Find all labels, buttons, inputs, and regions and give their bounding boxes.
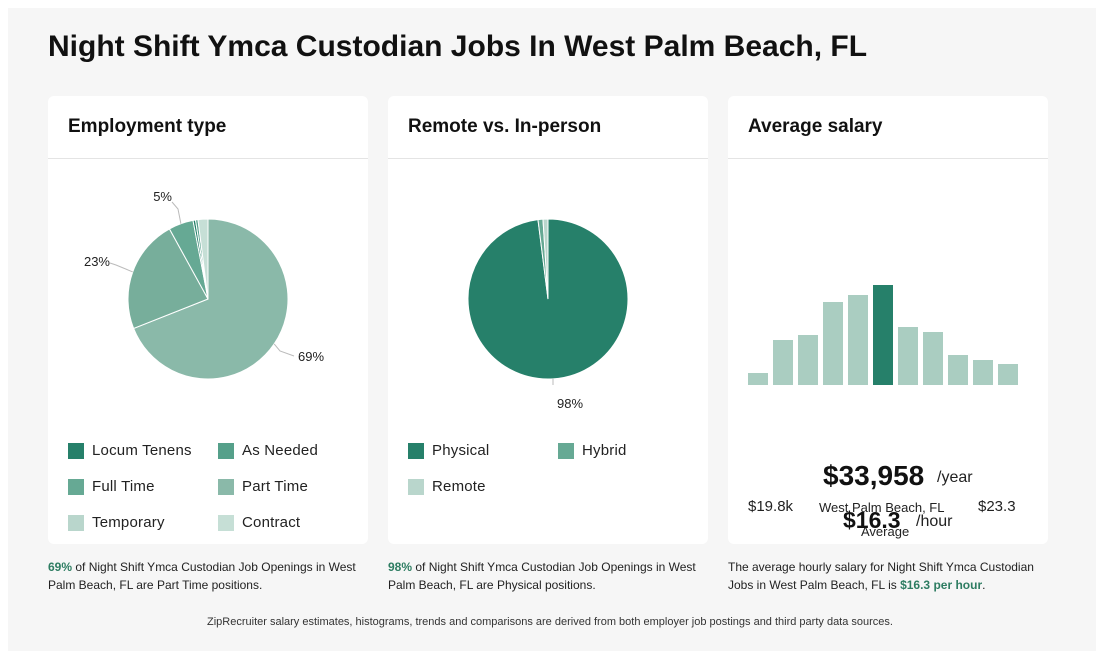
caption-highlight: $16.3 per hour: [900, 578, 983, 592]
caption-highlight: 69%: [48, 560, 73, 574]
employment-type-pie-chart: 69% 23% 5%: [84, 189, 324, 380]
histogram-bar: [873, 285, 893, 385]
histogram-bar: [973, 360, 993, 385]
caption-text: of Night Shift Ymca Custodian Job Openin…: [48, 560, 356, 592]
yearly-salary: $33,958: [823, 460, 925, 491]
legend-contract: Contract: [218, 514, 300, 531]
histogram-bar: [848, 295, 868, 385]
legend-label: Physical: [432, 442, 490, 459]
divider: [388, 158, 708, 159]
legend-physical: Physical: [408, 442, 489, 459]
average-salary-title: Average salary: [748, 116, 883, 137]
pie-label-line: [171, 201, 182, 224]
divider: [728, 158, 1048, 159]
pie-label-full-time: 5%: [153, 189, 172, 204]
legend-part-time: Part Time: [218, 478, 308, 495]
pie-label-part-time: 69%: [298, 349, 324, 364]
swatch-icon: [558, 442, 574, 459]
remote-title: Remote vs. In-person: [408, 116, 602, 137]
legend-label: Contract: [242, 514, 301, 531]
histogram-bar: [773, 340, 793, 385]
pie-slice-contract: [197, 218, 209, 300]
legend-label: Full Time: [92, 478, 155, 495]
employment-type-card: Employment type 69% 23% 5% Locum Tenens As…: [48, 96, 368, 544]
swatch-icon: [218, 478, 234, 495]
legend-label: As Needed: [242, 442, 319, 459]
caption-highlight: 98%: [388, 560, 413, 574]
legend-temporary: Temporary: [68, 514, 165, 531]
average-salary-card: Average salary $19.8k West Palm Beach, F…: [728, 96, 1048, 544]
histogram-bar: [898, 327, 918, 385]
pie-label-line: [109, 262, 133, 273]
legend-hybrid: Hybrid: [558, 442, 627, 459]
legend-full-time: Full Time: [68, 478, 155, 495]
hourly-unit: /hour: [916, 513, 953, 530]
pie-label-line: [273, 343, 295, 357]
page-title: Night Shift Ymca Custodian Jobs In West …: [48, 30, 868, 63]
histogram-bar: [998, 364, 1018, 385]
pie-label-physical: 98%: [557, 396, 583, 411]
salary-min-label: $19.8k: [748, 498, 794, 515]
histogram-bar: [948, 355, 968, 385]
salary-average-label: Average: [861, 524, 910, 539]
histogram-bar: [923, 332, 943, 385]
salary-caption: The average hourly salary for Night Shif…: [728, 558, 1048, 594]
salary-location: West Palm Beach, FL: [819, 500, 945, 515]
pie-slice-part-time: [132, 218, 289, 380]
legend-label: Locum Tenens: [92, 442, 192, 459]
legend-as-needed: As Needed: [218, 442, 318, 459]
caption-text: of Night Shift Ymca Custodian Job Openin…: [388, 560, 696, 592]
legend-label: Hybrid: [582, 442, 627, 459]
swatch-icon: [218, 442, 234, 459]
histogram-bar: [798, 335, 818, 385]
swatch-icon: [68, 478, 84, 495]
histogram-bar: [823, 302, 843, 385]
remote-card: Remote vs. In-person 98% Physical Hybrid…: [388, 96, 708, 544]
remote-caption: 98% of Night Shift Ymca Custodian Job Op…: [388, 558, 708, 594]
salary-histogram: [748, 285, 1018, 385]
remote-pie-chart: 98%: [467, 218, 629, 411]
swatch-icon: [68, 514, 84, 531]
footnote: ZipRecruiter salary estimates, histogram…: [207, 616, 893, 628]
swatch-icon: [408, 478, 424, 495]
pie-label-temporary: 23%: [84, 254, 110, 269]
legend-label: Temporary: [92, 514, 165, 531]
swatch-icon: [218, 514, 234, 531]
legend-label: Remote: [432, 478, 486, 495]
employment-type-title: Employment type: [68, 116, 227, 137]
caption-text-end: .: [982, 578, 986, 592]
swatch-icon: [408, 442, 424, 459]
legend-locum-tenens: Locum Tenens: [68, 442, 192, 459]
swatch-icon: [68, 442, 84, 459]
salary-max-label: $23.3: [978, 498, 1016, 515]
yearly-unit: /year: [937, 469, 973, 486]
caption-text: The average hourly salary for Night Shif…: [728, 560, 1034, 592]
pie-slice-temporary: [127, 228, 209, 330]
legend-remote: Remote: [408, 478, 486, 495]
employment-type-caption: 69% of Night Shift Ymca Custodian Job Op…: [48, 558, 368, 594]
legend-label: Part Time: [242, 478, 308, 495]
divider: [48, 158, 368, 159]
pie-slice-remote: [542, 218, 549, 300]
histogram-bar: [748, 373, 768, 385]
hourly-salary: $16.3: [843, 507, 901, 533]
